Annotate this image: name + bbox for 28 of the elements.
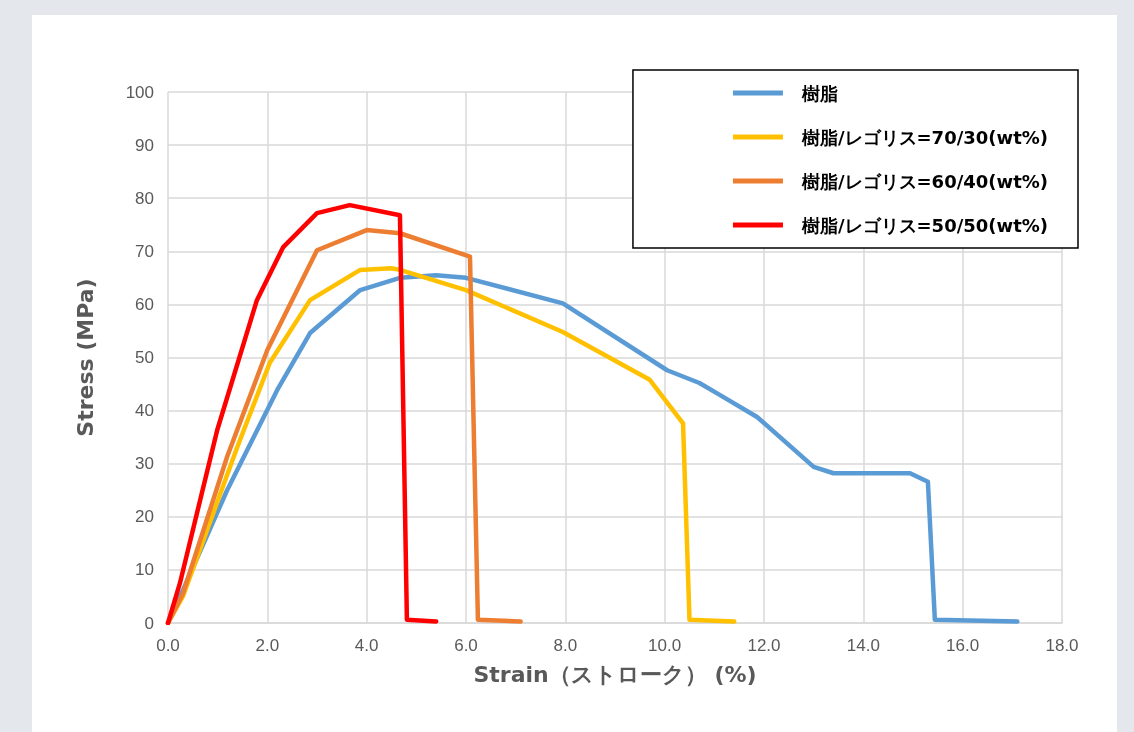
x-tick-label: 16.0 xyxy=(946,636,980,655)
x-tick-label: 12.0 xyxy=(747,636,781,655)
y-tick-label: 60 xyxy=(135,294,154,314)
x-tick-label: 18.0 xyxy=(1045,636,1079,655)
legend-label: 樹脂 xyxy=(800,82,838,104)
y-tick-label: 0 xyxy=(144,613,154,633)
y-tick-label: 90 xyxy=(135,135,154,155)
x-tick-label: 0.0 xyxy=(156,636,180,655)
legend-label: 樹脂/レゴリス=50/50(wt%) xyxy=(800,214,1049,236)
x-tick-label: 4.0 xyxy=(354,636,379,655)
x-tick-label: 2.0 xyxy=(255,636,280,655)
y-tick-label: 20 xyxy=(135,507,154,527)
y-tick-label: 10 xyxy=(135,560,154,580)
y-tick-label: 40 xyxy=(135,401,154,421)
y-axis-title: Stress (MPa) xyxy=(72,278,98,437)
x-tick-label: 8.0 xyxy=(553,636,578,655)
y-tick-label: 70 xyxy=(135,241,154,261)
y-tick-label: 100 xyxy=(125,82,154,102)
legend-label: 樹脂/レゴリス=60/40(wt%) xyxy=(800,170,1049,192)
y-tick-label: 80 xyxy=(135,188,154,208)
y-tick-label: 50 xyxy=(135,348,154,367)
legend-label: 樹脂/レゴリス=70/30(wt%) xyxy=(800,126,1049,148)
x-tick-label: 14.0 xyxy=(846,636,880,655)
x-axis-title: Strain（ストローク） (%) xyxy=(473,661,757,687)
x-tick-label: 6.0 xyxy=(454,636,478,655)
x-tick-label: 10.0 xyxy=(648,636,682,655)
y-tick-label: 30 xyxy=(135,454,154,474)
line-series xyxy=(165,202,439,626)
